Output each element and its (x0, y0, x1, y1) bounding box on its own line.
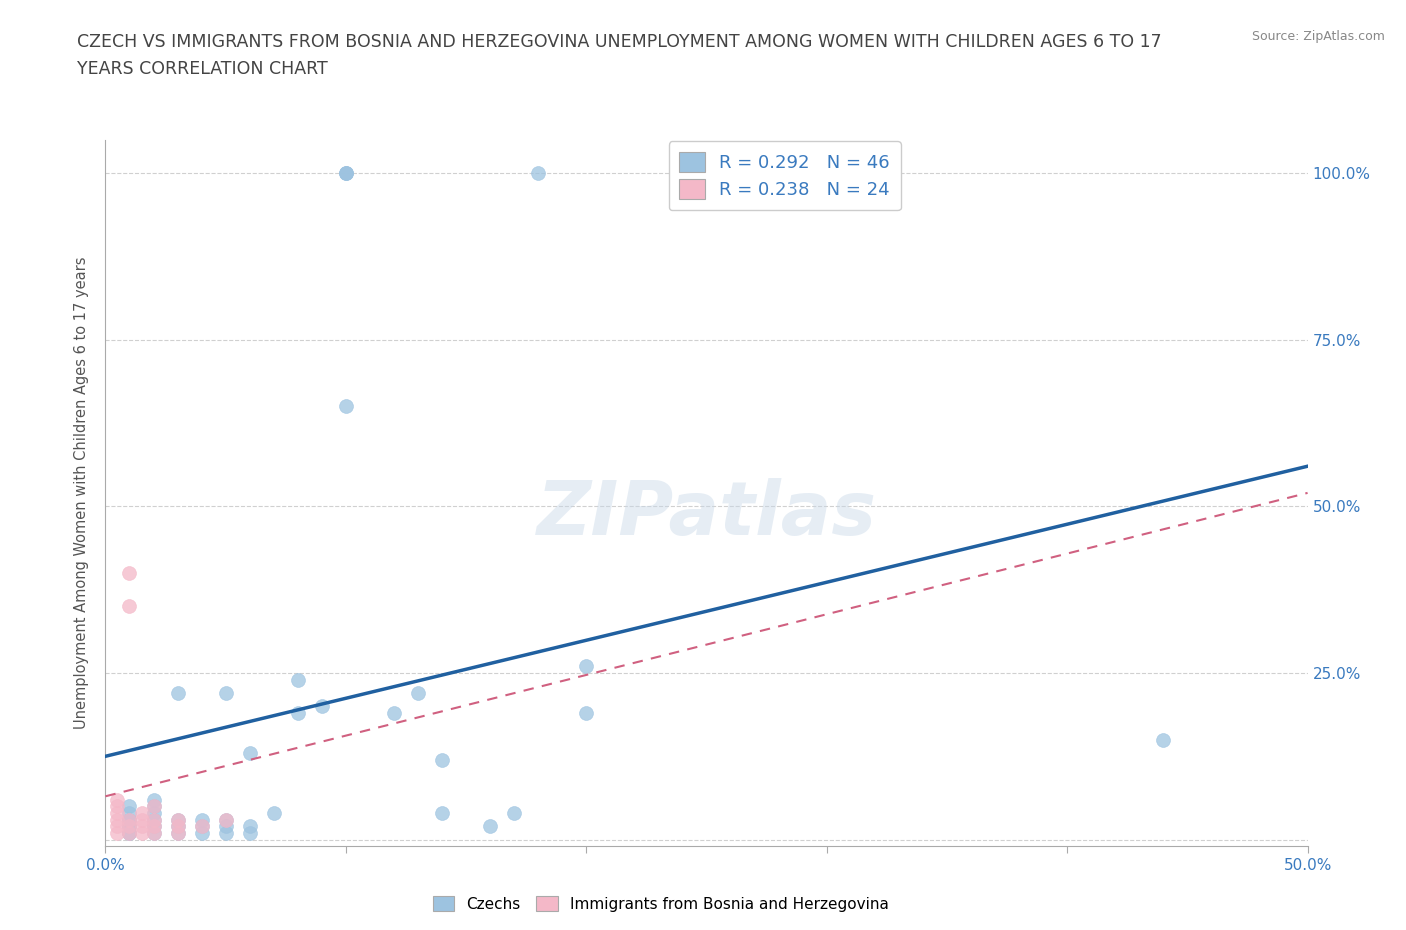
Point (287, 672, 309, 687)
Point (335, 166, 357, 180)
Point (142, 826, 165, 841)
Point (214, 812, 236, 827)
Point (311, 698, 333, 713)
Point (479, 818, 502, 833)
Point (166, 818, 188, 833)
Point (190, 818, 212, 833)
Point (131, 812, 153, 827)
Point (118, 599, 141, 614)
Point (214, 812, 236, 827)
Point (190, 818, 212, 833)
Point (142, 805, 165, 820)
Point (214, 818, 236, 833)
Point (118, 812, 141, 827)
Point (142, 818, 165, 833)
Point (107, 818, 129, 833)
Point (107, 805, 129, 820)
Point (430, 805, 453, 820)
Point (263, 805, 285, 820)
Point (166, 812, 188, 827)
Point (118, 812, 141, 827)
Point (118, 818, 141, 833)
Point (118, 799, 141, 814)
Point (118, 812, 141, 827)
Point (166, 818, 188, 833)
Point (166, 812, 188, 827)
Text: ZIPatlas: ZIPatlas (537, 478, 876, 551)
Point (118, 805, 141, 820)
Legend: Czechs, Immigrants from Bosnia and Herzegovina: Czechs, Immigrants from Bosnia and Herze… (427, 889, 894, 918)
Point (118, 826, 141, 841)
Point (430, 752, 453, 767)
Point (335, 399, 357, 414)
Point (382, 706, 405, 721)
Point (107, 799, 129, 814)
Point (131, 818, 153, 833)
Point (190, 812, 212, 827)
Point (190, 826, 212, 841)
Point (118, 826, 141, 841)
Point (107, 792, 129, 807)
Point (406, 685, 429, 700)
Point (118, 565, 141, 580)
Point (214, 826, 236, 841)
Point (335, 166, 357, 180)
Point (239, 746, 262, 761)
Point (166, 826, 188, 841)
Point (214, 685, 236, 700)
Point (239, 826, 262, 841)
Point (131, 826, 153, 841)
Point (142, 818, 165, 833)
Point (118, 826, 141, 841)
Point (527, 166, 550, 180)
Legend: R = 0.292   N = 46, R = 0.238   N = 24: R = 0.292 N = 46, R = 0.238 N = 24 (669, 141, 901, 210)
Y-axis label: Unemployment Among Women with Children Ages 6 to 17 years: Unemployment Among Women with Children A… (75, 257, 90, 729)
Point (287, 706, 309, 721)
Point (107, 812, 129, 827)
Point (142, 799, 165, 814)
Point (575, 658, 598, 673)
Point (166, 685, 188, 700)
Text: Source: ZipAtlas.com: Source: ZipAtlas.com (1251, 30, 1385, 43)
Point (142, 812, 165, 827)
Point (503, 805, 526, 820)
Point (142, 826, 165, 841)
Point (1152, 732, 1174, 747)
Point (239, 818, 262, 833)
Point (335, 166, 357, 180)
Point (107, 826, 129, 841)
Point (142, 799, 165, 814)
Point (142, 812, 165, 827)
Text: YEARS CORRELATION CHART: YEARS CORRELATION CHART (77, 60, 328, 78)
Point (142, 792, 165, 807)
Point (166, 826, 188, 841)
Point (118, 818, 141, 833)
Text: CZECH VS IMMIGRANTS FROM BOSNIA AND HERZEGOVINA UNEMPLOYMENT AMONG WOMEN WITH CH: CZECH VS IMMIGRANTS FROM BOSNIA AND HERZ… (77, 33, 1161, 50)
Point (575, 706, 598, 721)
Point (118, 818, 141, 833)
Point (131, 805, 153, 820)
